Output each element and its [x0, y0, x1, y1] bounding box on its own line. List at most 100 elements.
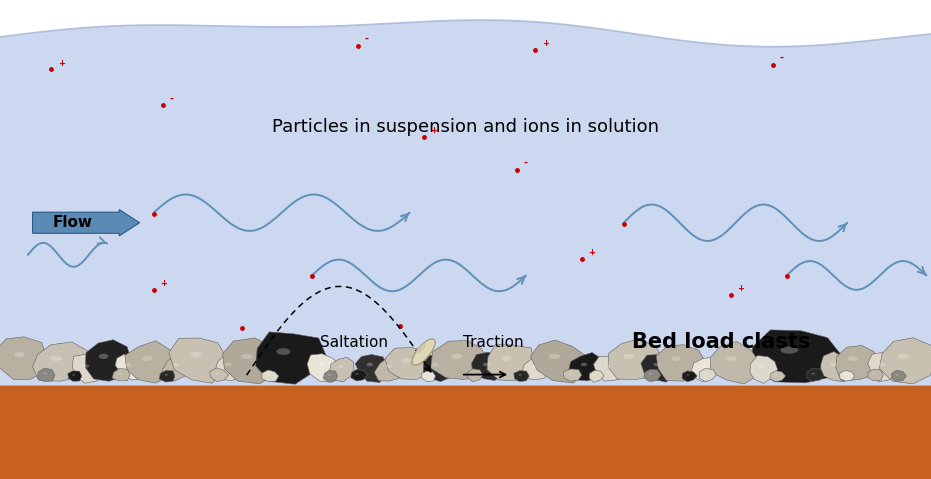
Polygon shape [807, 368, 824, 381]
Polygon shape [514, 371, 529, 382]
Ellipse shape [43, 373, 47, 375]
Ellipse shape [581, 363, 587, 366]
Ellipse shape [367, 363, 373, 366]
Ellipse shape [72, 374, 74, 376]
Polygon shape [868, 352, 899, 382]
Polygon shape [307, 354, 341, 382]
Ellipse shape [844, 374, 847, 376]
Polygon shape [0, 20, 931, 386]
Ellipse shape [338, 365, 344, 368]
Polygon shape [209, 368, 229, 382]
Polygon shape [385, 347, 434, 380]
Ellipse shape [896, 374, 898, 376]
Ellipse shape [671, 356, 681, 361]
Polygon shape [750, 355, 777, 383]
Polygon shape [430, 341, 488, 379]
Polygon shape [644, 369, 661, 382]
Polygon shape [323, 370, 337, 382]
Ellipse shape [190, 352, 202, 357]
Text: +: + [737, 284, 745, 293]
Ellipse shape [872, 373, 875, 375]
Polygon shape [521, 357, 549, 380]
Ellipse shape [686, 374, 689, 376]
Text: Saltation: Saltation [319, 335, 388, 350]
Polygon shape [0, 0, 931, 47]
Polygon shape [256, 332, 327, 384]
Polygon shape [656, 345, 706, 381]
Ellipse shape [472, 373, 475, 375]
Ellipse shape [401, 358, 411, 363]
Ellipse shape [126, 363, 131, 366]
Ellipse shape [425, 374, 428, 376]
Polygon shape [641, 354, 676, 382]
Polygon shape [223, 338, 280, 384]
Polygon shape [471, 352, 507, 380]
Polygon shape [355, 354, 388, 382]
Text: Particles in suspension and ions in solution: Particles in suspension and ions in solu… [272, 118, 659, 136]
Polygon shape [750, 330, 842, 383]
Text: -: - [523, 158, 527, 168]
Polygon shape [68, 371, 82, 381]
Text: +: + [160, 279, 168, 288]
Ellipse shape [780, 346, 798, 354]
Polygon shape [262, 370, 279, 381]
Ellipse shape [165, 374, 168, 376]
Ellipse shape [328, 374, 331, 376]
Ellipse shape [531, 365, 536, 368]
Polygon shape [879, 338, 931, 384]
Polygon shape [467, 369, 482, 382]
Polygon shape [424, 355, 455, 382]
Text: +: + [430, 125, 438, 135]
Ellipse shape [50, 356, 62, 361]
Ellipse shape [879, 363, 885, 366]
Polygon shape [351, 369, 368, 381]
Polygon shape [73, 354, 107, 383]
Ellipse shape [142, 356, 152, 361]
Polygon shape [868, 369, 884, 381]
Ellipse shape [173, 363, 180, 366]
Polygon shape [608, 339, 663, 379]
Ellipse shape [83, 364, 89, 368]
Polygon shape [330, 357, 354, 382]
Text: -: - [779, 53, 783, 63]
Polygon shape [159, 370, 175, 382]
Polygon shape [33, 342, 90, 381]
Polygon shape [840, 370, 855, 381]
Polygon shape [892, 370, 906, 381]
Ellipse shape [99, 354, 108, 359]
Ellipse shape [452, 354, 462, 359]
Ellipse shape [775, 374, 777, 376]
Text: -: - [169, 93, 173, 103]
Ellipse shape [624, 354, 634, 359]
Polygon shape [37, 368, 55, 382]
Polygon shape [710, 342, 759, 384]
Text: Traction: Traction [463, 335, 524, 350]
Polygon shape [115, 354, 146, 380]
Text: +: + [542, 39, 549, 48]
Polygon shape [770, 371, 786, 382]
Polygon shape [86, 340, 132, 381]
Ellipse shape [14, 352, 24, 357]
Ellipse shape [758, 365, 764, 368]
Ellipse shape [897, 354, 909, 359]
Ellipse shape [593, 374, 596, 376]
Ellipse shape [830, 363, 837, 366]
Polygon shape [531, 340, 588, 383]
Ellipse shape [117, 373, 121, 375]
Ellipse shape [501, 356, 511, 361]
Polygon shape [589, 370, 604, 382]
Ellipse shape [215, 373, 220, 375]
Ellipse shape [483, 363, 490, 366]
Ellipse shape [412, 339, 435, 365]
Ellipse shape [726, 356, 736, 361]
Ellipse shape [705, 373, 708, 375]
Polygon shape [0, 337, 47, 380]
Polygon shape [699, 368, 716, 382]
Ellipse shape [649, 373, 652, 375]
Ellipse shape [549, 354, 560, 359]
Ellipse shape [385, 365, 392, 368]
Ellipse shape [356, 373, 358, 375]
Text: Bed load clasts: Bed load clasts [632, 332, 811, 353]
Ellipse shape [267, 374, 270, 376]
Polygon shape [215, 353, 247, 381]
